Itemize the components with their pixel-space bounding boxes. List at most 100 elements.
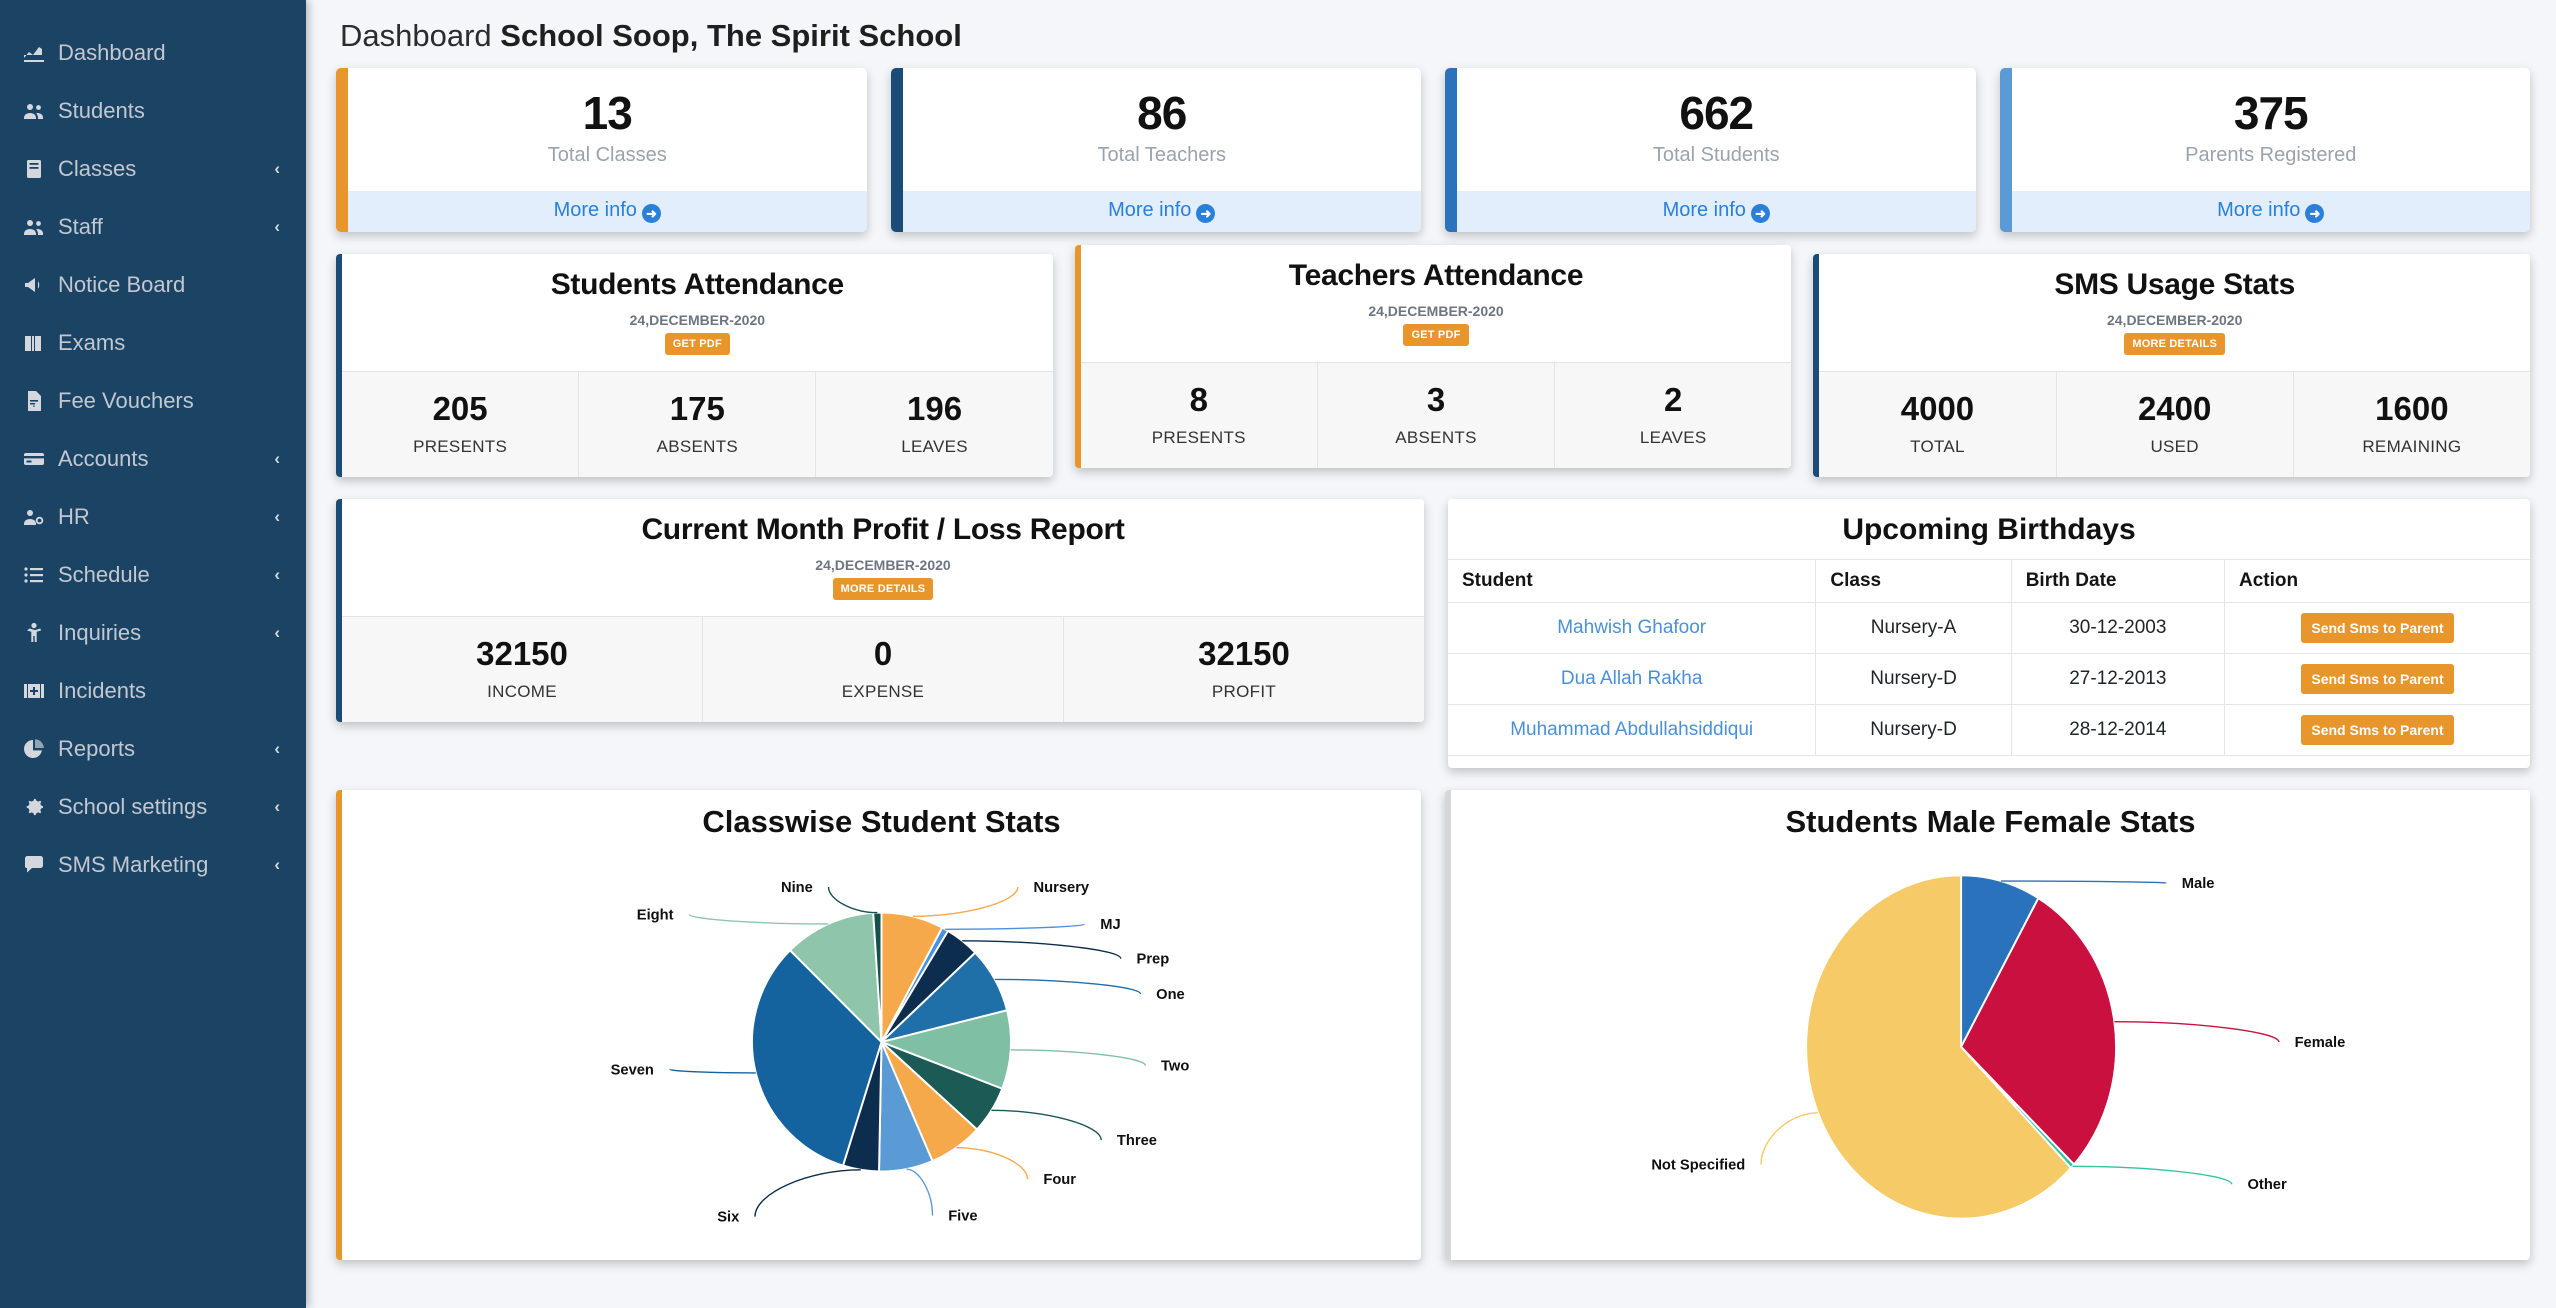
birthdays-column-header: Action	[2224, 559, 2530, 603]
more-info-link[interactable]: More info ➜	[902, 191, 1421, 232]
more-info-label: More info	[553, 199, 637, 221]
profit-panel-date: 24,DECEMBER-2020	[815, 557, 951, 573]
pie-slice-label: Other	[2247, 1177, 2286, 1193]
chevron-left-icon[interactable]: ‹	[274, 217, 280, 236]
birthdays-table: Student Class Birth Date Action Mahwish Gha…	[1448, 559, 2530, 756]
send-sms-to-parent-button[interactable]: Send Sms to Parent	[2301, 613, 2454, 643]
sidebar-item-classes[interactable]: Classes ‹	[0, 140, 306, 198]
pie-slice[interactable]	[1959, 896, 2118, 1166]
pie-slice-label: MJ	[1100, 917, 1120, 933]
panel-title: Teachers Attendance	[1288, 259, 1584, 292]
panel-action-button[interactable]: GET PDF	[1403, 324, 1469, 346]
sidebar-item-school-settings[interactable]: School settings ‹	[0, 778, 306, 836]
sidebar-item-label: SMS Marketing	[58, 852, 209, 877]
info-card-parents-registered: 375 Parents Registered More info ➜	[1999, 68, 2530, 232]
stat-value: 3	[1426, 381, 1446, 418]
profit-loss-panel: Current Month Profit / Loss Report 24,DE…	[336, 499, 1424, 722]
pie-slice[interactable]	[1960, 874, 2040, 1048]
classwise-student-stats-panel: Classwise Student Stats Nursery MJ Prep One…	[336, 790, 1421, 1260]
profit-more-details-button[interactable]: MORE DETAILS	[832, 578, 934, 600]
gender-chart-title: Students Male Female Stats	[1785, 804, 2196, 839]
stat-value: 2400	[2137, 390, 2212, 427]
stat-value: 175	[669, 390, 725, 427]
panel-action-button[interactable]: GET PDF	[664, 333, 730, 355]
send-sms-to-parent-button[interactable]: Send Sms to Parent	[2301, 715, 2454, 745]
profit-stat-cells: 32150 INCOME 0 EXPENSE 32150 PROFIT	[342, 616, 1424, 722]
sidebar-item-reports[interactable]: Reports ‹	[0, 720, 306, 778]
pie-slice-label: Six	[717, 1210, 740, 1226]
sidebar-item-exams[interactable]: Exams	[0, 314, 306, 372]
sidebar-item-incidents[interactable]: Incidents	[0, 662, 306, 720]
birthdays-column-header: Birth Date	[2011, 559, 2225, 603]
stat-cell: 205 PRESENTS	[342, 372, 580, 477]
pie-slice[interactable]	[1805, 874, 2073, 1220]
users-icon	[22, 99, 58, 123]
pie-slice[interactable]	[751, 948, 883, 1167]
stat-value: 205	[432, 390, 488, 427]
stat-label: LEAVES	[1639, 428, 1707, 447]
arrow-right-icon: ➜	[1750, 204, 1770, 223]
stat-label: REMAINING	[2362, 437, 2462, 456]
chevron-left-icon[interactable]: ‹	[274, 159, 280, 178]
pie-slice-label: Prep	[1137, 952, 1170, 968]
more-info-label: More info	[2217, 199, 2301, 221]
chevron-left-icon[interactable]: ‹	[274, 739, 280, 758]
comment-icon	[22, 853, 58, 877]
birthday-action-cell: Send Sms to Parent	[2224, 653, 2530, 705]
panel-button-wrap: GET PDF	[358, 333, 1037, 355]
sidebar-item-hr[interactable]: HR ‹	[0, 488, 306, 546]
student-link[interactable]: Muhammad Abdullahsiddiqui	[1510, 719, 1754, 740]
chevron-left-icon[interactable]: ‹	[274, 449, 280, 468]
birthday-date-cell: 28-12-2014	[2011, 704, 2225, 756]
chevron-left-icon[interactable]: ‹	[274, 507, 280, 526]
more-info-link[interactable]: More info ➜	[2011, 191, 2530, 232]
stat-cell: 8 PRESENTS	[1081, 363, 1318, 468]
chevron-left-icon[interactable]: ‹	[274, 565, 280, 584]
pie-leader-line	[754, 1169, 861, 1217]
send-sms-to-parent-button[interactable]: Send Sms to Parent	[2301, 664, 2454, 694]
sidebar-item-inquiries[interactable]: Inquiries ‹	[0, 604, 306, 662]
birthday-action-cell: Send Sms to Parent	[2224, 704, 2530, 756]
sidebar-item-staff[interactable]: Staff ‹	[0, 198, 306, 256]
pie-chart-icon	[22, 737, 58, 761]
sidebar-item-students[interactable]: Students	[0, 82, 306, 140]
sidebar-item-dashboard[interactable]: Dashboard	[0, 24, 306, 82]
chevron-left-icon[interactable]: ‹	[274, 623, 280, 642]
panel-action-button[interactable]: MORE DETAILS	[2124, 333, 2226, 355]
sidebar-item-schedule[interactable]: Schedule ‹	[0, 546, 306, 604]
panel-header: SMS Usage Stats 24,DECEMBER-2020 MORE DETA…	[1819, 254, 2531, 371]
stat-cell: 1600 REMAINING	[2294, 372, 2530, 477]
profit-panel-title: Current Month Profit / Loss Report	[641, 513, 1125, 546]
chevron-left-icon[interactable]: ‹	[274, 855, 280, 874]
students-male-female-stats-panel: Students Male Female Stats Male Female Oth…	[1445, 790, 2530, 1260]
pie-leader-line	[688, 913, 829, 925]
book-icon	[22, 157, 58, 181]
student-link[interactable]: Dua Allah Rakha	[1560, 668, 1703, 689]
sidebar-item-accounts[interactable]: Accounts ‹	[0, 430, 306, 488]
sidebar-item-notice-board[interactable]: Notice Board	[0, 256, 306, 314]
sidebar-item-label: Reports	[58, 736, 136, 761]
file-invoice-icon	[22, 389, 58, 413]
pie-leader-line	[991, 1109, 1102, 1141]
first-aid-icon	[22, 679, 58, 703]
birthday-date-cell: 27-12-2013	[2011, 653, 2225, 705]
panel-sms-usage-stats: SMS Usage Stats 24,DECEMBER-2020 MORE DETA…	[1813, 254, 2531, 477]
sidebar-item-sms-marketing[interactable]: SMS Marketing ‹	[0, 836, 306, 894]
pie-leader-line	[827, 886, 878, 914]
info-card-label: Total Students	[1652, 144, 1780, 166]
more-info-link[interactable]: More info ➜	[1457, 191, 1976, 232]
sidebar-item-label: Notice Board	[58, 272, 186, 297]
sidebar-item-label: Dashboard	[58, 40, 166, 65]
users-icon	[22, 215, 58, 239]
birthday-action-cell: Send Sms to Parent	[2224, 602, 2530, 654]
sidebar-item-label: Incidents	[58, 678, 147, 703]
student-link[interactable]: Mahwish Ghafoor	[1557, 617, 1707, 638]
chevron-left-icon[interactable]: ‹	[274, 797, 280, 816]
pie-slice[interactable]	[878, 1009, 1012, 1091]
birthday-class-cell: Nursery-D	[1815, 704, 2012, 756]
profit-panel-button-wrap: MORE DETAILS	[358, 578, 1408, 600]
classwise-chart-title: Classwise Student Stats	[702, 804, 1061, 839]
more-info-link[interactable]: More info ➜	[348, 191, 867, 232]
sidebar-item-fee-vouchers[interactable]: Fee Vouchers	[0, 372, 306, 430]
stat-label: PRESENTS	[413, 437, 508, 456]
